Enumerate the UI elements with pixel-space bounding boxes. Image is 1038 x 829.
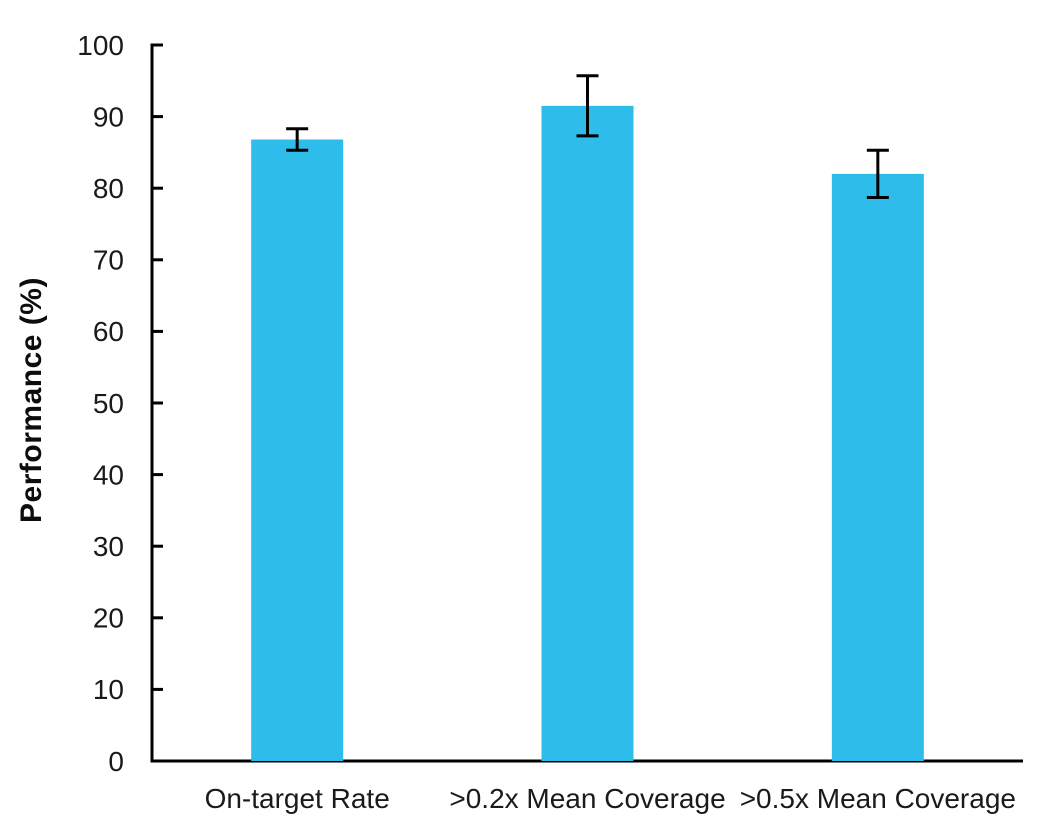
y-tick-label: 90 [93,101,124,132]
bar [251,139,344,762]
y-tick-label: 70 [93,245,124,276]
y-tick-label: 60 [93,316,124,347]
x-category-label: On-target Rate [205,783,390,814]
y-axis-title: Performance (%) [15,277,48,523]
y-tick-label: 80 [93,173,124,204]
y-tick-label: 20 [93,603,124,634]
y-tick-label: 30 [93,531,124,562]
y-tick-label: 0 [108,746,124,777]
x-category-label: >0.2x Mean Coverage [449,783,725,814]
y-tick-label: 10 [93,674,124,705]
y-tick-label: 40 [93,459,124,490]
bar [541,105,634,762]
y-tick-label: 100 [77,30,124,61]
x-category-label: >0.5x Mean Coverage [740,783,1016,814]
y-tick-label: 50 [93,388,124,419]
bar [831,173,924,761]
